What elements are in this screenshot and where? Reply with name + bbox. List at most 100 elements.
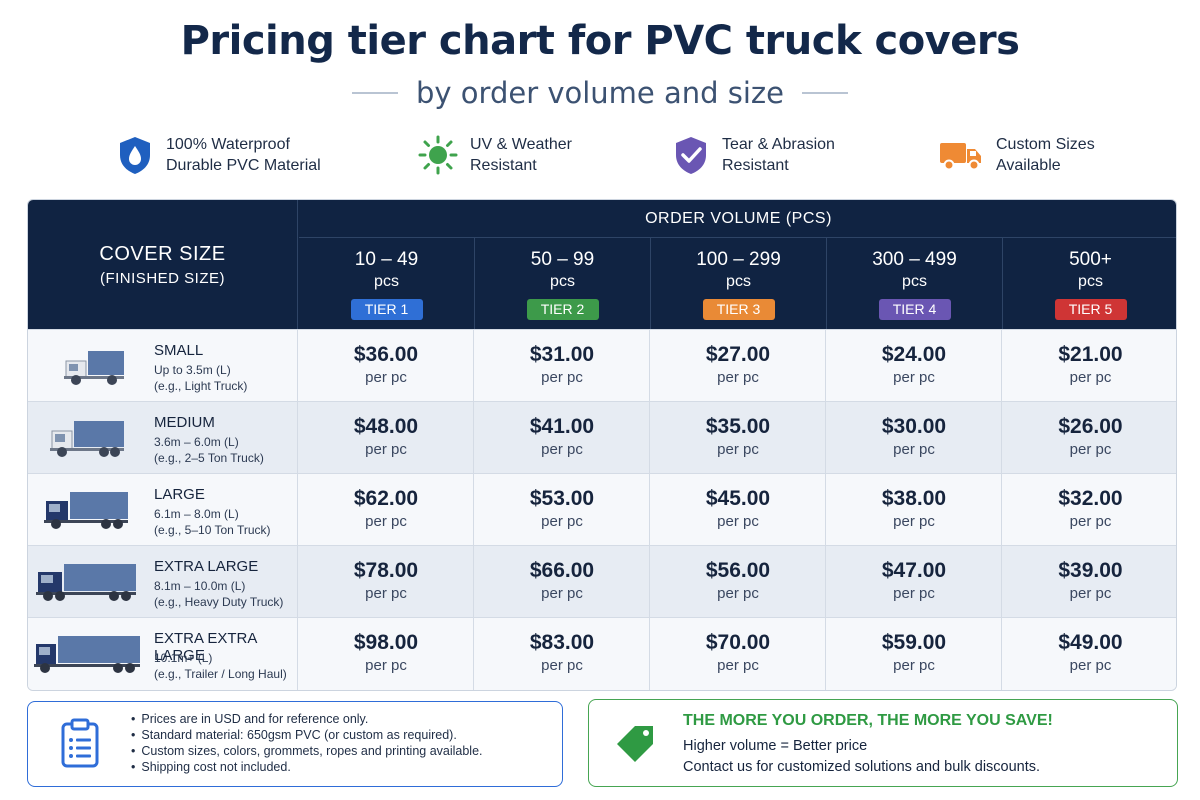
per-pc-label: per pc (717, 585, 759, 602)
price-value: $41.00 (529, 415, 595, 438)
price-value: $83.00 (529, 631, 595, 654)
note-item: Custom sizes, colors, grommets, ropes an… (131, 743, 482, 759)
price-cell: $38.00 per pc (827, 474, 1002, 546)
finished-size-label: (FINISHED SIZE) (99, 269, 225, 287)
price-cell: $26.00 per pc (1003, 402, 1176, 474)
size-desc: Up to 3.5m (L) (e.g., Light Truck) (154, 362, 247, 394)
tier-range: 10 – 49 (354, 249, 419, 270)
per-pc-label: per pc (717, 441, 759, 458)
tier-range: 100 – 299 (696, 249, 781, 270)
price-value: $39.00 (1058, 559, 1123, 582)
per-pc-label: per pc (893, 657, 935, 674)
note-item: Standard material: 650gsm PVC (or custom… (131, 727, 483, 743)
order-volume-header: ORDER VOLUME (PCS) (299, 200, 1176, 238)
note-item: Shipping cost not included. (131, 759, 483, 775)
price-value: $78.00 (353, 559, 419, 582)
sun-icon (418, 135, 458, 175)
tier-badge: TIER 4 (878, 299, 951, 320)
medium-truck-icon (50, 421, 124, 457)
feature-text: 100% Waterproof Durable PVC Material (166, 136, 321, 174)
column-divider (650, 238, 651, 329)
price-cell: $48.00 per pc (299, 402, 474, 474)
size-cell: EXTRA LARGE 8.1m – 10.0m (L) (e.g., Heavy… (28, 546, 298, 618)
price-value: $27.00 (705, 343, 771, 366)
price-value: $98.00 (353, 631, 419, 654)
per-pc-label: per pc (893, 513, 935, 530)
column-divider (1002, 238, 1003, 329)
tier-header-2: 50 – 99 pcs TIER 2 (475, 238, 650, 329)
cover-size-header: COVER SIZE (FINISHED SIZE) (28, 200, 298, 329)
table-header: COVER SIZE (FINISHED SIZE) ORDER VOLUME … (28, 200, 1176, 329)
per-pc-label: per pc (541, 369, 583, 386)
tier-range: 500+ (1069, 249, 1112, 270)
size-example: (e.g., Trailer / Long Haul) (154, 667, 287, 681)
size-cell: SMALL Up to 3.5m (L) (e.g., Light Truck) (28, 330, 298, 402)
tier-header-5: 500+ pcs TIER 5 (1003, 238, 1176, 329)
price-value: $26.00 (1058, 415, 1123, 438)
feature-text: Tear & Abrasion Resistant (722, 136, 835, 174)
price-cell: $31.00 per pc (475, 330, 650, 402)
per-pc-label: per pc (365, 513, 407, 530)
per-pc-label: per pc (717, 657, 759, 674)
size-range: Up to 3.5m (L) (154, 363, 231, 377)
price-cell: $32.00 per pc (1003, 474, 1176, 546)
size-desc: 8.1m – 10.0m (L) (e.g., Heavy Duty Truck) (154, 578, 283, 610)
price-cell: $56.00 per pc (651, 546, 826, 618)
price-cell: $66.00 per pc (475, 546, 650, 618)
price-value: $62.00 (353, 487, 419, 510)
feature-waterproof: 100% Waterproof Durable PVC Material (116, 134, 321, 176)
per-pc-label: per pc (1069, 513, 1112, 530)
note-item: Prices are in USD and for reference only… (131, 711, 483, 727)
price-cell: $35.00 per pc (651, 402, 826, 474)
price-cell: $21.00 per pc (1003, 330, 1176, 402)
price-tag-icon (617, 726, 653, 762)
price-cell: $41.00 per pc (475, 402, 650, 474)
size-example: (e.g., Light Truck) (154, 379, 248, 393)
per-pc-label: per pc (541, 585, 583, 602)
per-pc-label: per pc (893, 585, 935, 602)
per-pc-label: per pc (717, 513, 759, 530)
per-pc-label: per pc (541, 657, 583, 674)
size-cell: LARGE 6.1m – 8.0m (L) (e.g., 5–10 Ton Tru… (28, 474, 298, 546)
size-desc: 6.1m – 8.0m (L) (e.g., 5–10 Ton Truck) (154, 506, 271, 538)
size-cell: EXTRA EXTRA LARGE 10.1m+ (L) (e.g., Trail… (28, 618, 298, 690)
savings-box: THE MORE YOU ORDER, THE MORE YOU SAVE! H… (588, 699, 1178, 787)
price-value: $49.00 (1058, 631, 1123, 654)
per-pc-label: per pc (1069, 441, 1112, 458)
price-value: $31.00 (529, 343, 595, 366)
clipboard-icon (61, 718, 99, 768)
price-cell: $98.00 per pc (299, 618, 474, 690)
savings-line-2: Contact us for customized solutions and … (683, 759, 1041, 775)
notes-list: Prices are in USD and for reference only… (131, 711, 483, 775)
light-truck-icon (64, 351, 124, 385)
size-range: 8.1m – 10.0m (L) (154, 579, 246, 593)
size-example: (e.g., 5–10 Ton Truck) (154, 523, 271, 537)
price-cell: $47.00 per pc (827, 546, 1002, 618)
per-pc-label: per pc (365, 585, 407, 602)
price-value: $21.00 (1058, 343, 1123, 366)
tier-badge: TIER 5 (1054, 299, 1127, 320)
tier-unit: pcs (902, 273, 927, 290)
price-cell: $24.00 per pc (827, 330, 1002, 402)
price-cell: $27.00 per pc (651, 330, 826, 402)
price-cell: $30.00 per pc (827, 402, 1002, 474)
size-desc: 3.6m – 6.0m (L) (e.g., 2–5 Ton Truck) (154, 434, 264, 466)
price-value: $56.00 (705, 559, 771, 582)
price-cell: $70.00 per pc (651, 618, 826, 690)
price-cell: $53.00 per pc (475, 474, 650, 546)
feature-text: Custom Sizes Available (996, 136, 1095, 174)
per-pc-label: per pc (541, 513, 583, 530)
size-example: (e.g., Heavy Duty Truck) (154, 595, 284, 609)
tier-header-4: 300 – 499 pcs TIER 4 (827, 238, 1002, 329)
price-cell: $83.00 per pc (475, 618, 650, 690)
price-cell: $78.00 per pc (299, 546, 474, 618)
price-value: $35.00 (705, 415, 771, 438)
feature-custom: Custom Sizes Available (938, 134, 1095, 176)
heavy-truck-icon (36, 564, 136, 601)
tier-unit: pcs (1078, 273, 1103, 290)
feature-text: UV & Weather Resistant (470, 136, 572, 174)
size-cell: MEDIUM 3.6m – 6.0m (L) (e.g., 2–5 Ton Tru… (28, 402, 298, 474)
tier-badge: TIER 1 (350, 299, 423, 320)
per-pc-label: per pc (893, 369, 935, 386)
divider-right (802, 92, 848, 94)
